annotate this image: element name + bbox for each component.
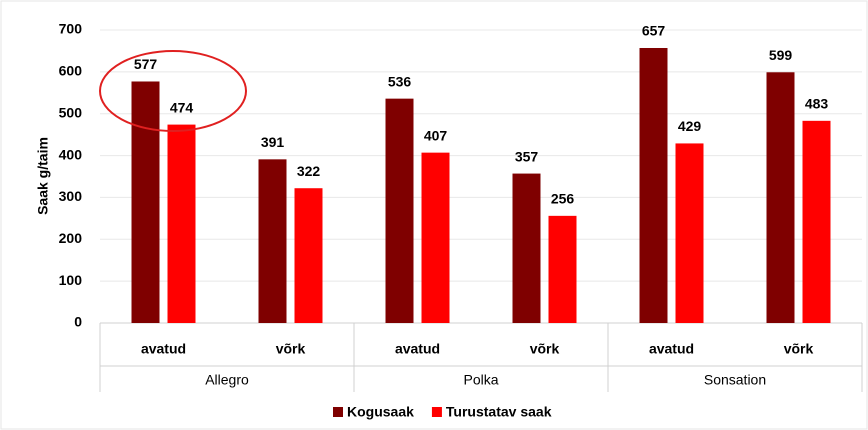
- legend-swatch: [333, 407, 343, 417]
- bar: [167, 124, 196, 324]
- legend-label: Kogusaak: [347, 404, 414, 420]
- data-label: 391: [261, 134, 285, 150]
- y-tick-label: 400: [59, 146, 83, 162]
- x-tick-label: võrk: [784, 341, 814, 357]
- bar: [131, 81, 160, 323]
- y-tick-label: 200: [59, 230, 83, 246]
- x-tick-label: avatud: [395, 341, 440, 357]
- x-tick-label: võrk: [530, 341, 560, 357]
- bar: [421, 152, 450, 323]
- data-label: 407: [424, 127, 448, 143]
- data-label: 483: [805, 96, 829, 112]
- x-tick-label: võrk: [276, 341, 306, 357]
- bar: [294, 188, 323, 323]
- bar: [675, 143, 704, 323]
- data-label: 657: [642, 23, 666, 39]
- bar: [766, 72, 795, 323]
- x-tick-label: avatud: [141, 341, 186, 357]
- y-axis-label: Saak g/taim: [35, 137, 51, 215]
- bar: [385, 98, 414, 323]
- group-label: Sonsation: [704, 372, 766, 388]
- bar: [258, 159, 287, 323]
- data-label: 474: [170, 99, 194, 115]
- y-tick-label: 0: [74, 314, 82, 330]
- bar: [639, 47, 668, 324]
- data-label: 322: [297, 163, 321, 179]
- legend-swatch: [431, 407, 442, 417]
- data-label: 429: [678, 118, 702, 134]
- y-tick-label: 500: [59, 104, 83, 120]
- x-tick-label: avatud: [649, 341, 694, 357]
- data-label: 536: [388, 73, 412, 89]
- data-label: 577: [134, 56, 158, 72]
- y-tick-label: 300: [59, 188, 83, 204]
- y-tick-label: 600: [59, 63, 83, 79]
- y-tick-label: 700: [59, 21, 83, 37]
- y-tick-label: 100: [59, 272, 83, 288]
- bar: [512, 173, 541, 323]
- group-label: Allegro: [205, 372, 249, 388]
- group-label: Polka: [463, 372, 498, 388]
- data-label: 357: [515, 148, 539, 164]
- data-label: 256: [551, 191, 575, 207]
- bar: [802, 120, 831, 323]
- legend-label: Turustatav saak: [446, 404, 552, 420]
- data-label: 599: [769, 47, 793, 63]
- highlight-ellipse: [99, 50, 247, 132]
- bar: [548, 215, 577, 323]
